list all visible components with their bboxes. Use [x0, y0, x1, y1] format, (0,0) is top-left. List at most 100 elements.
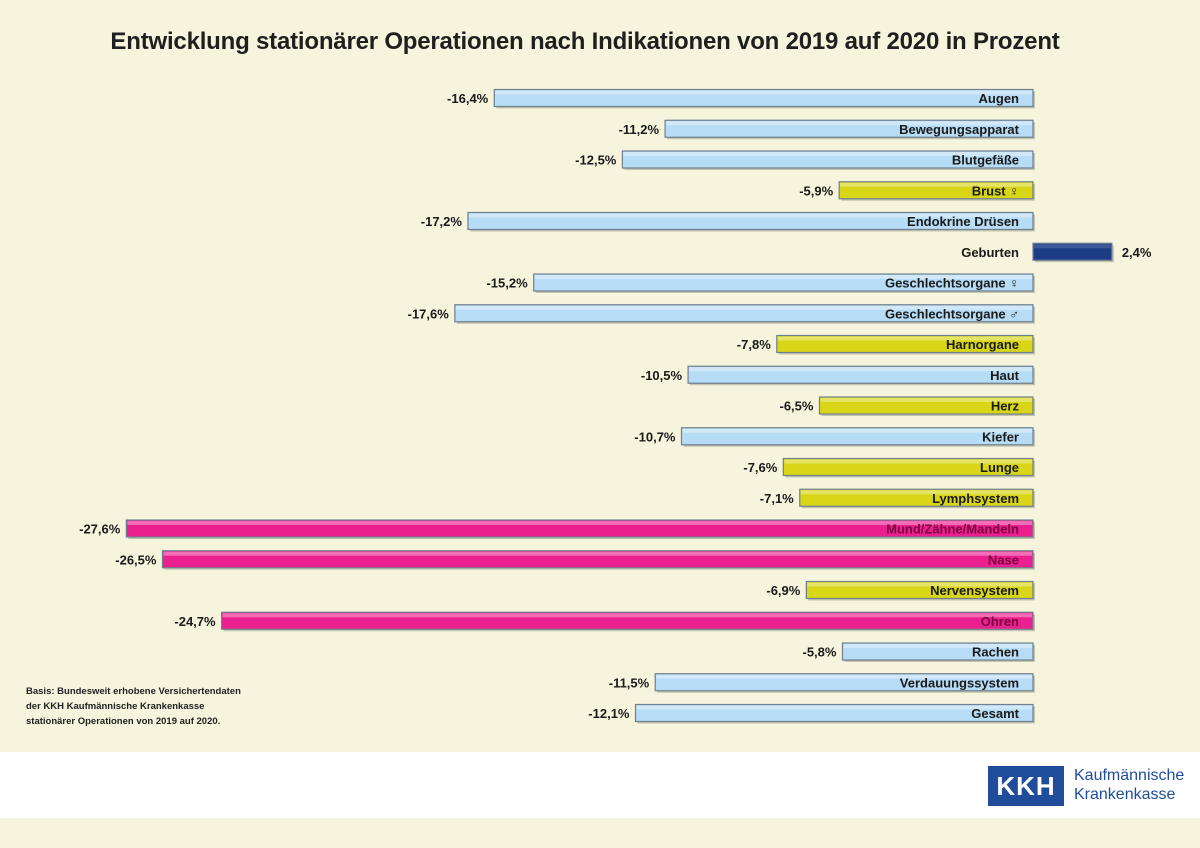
- value-label: -7,6%: [743, 460, 777, 475]
- category-label: Geschlechtsorgane ♀: [885, 276, 1019, 291]
- category-label: Kiefer: [982, 429, 1019, 444]
- bar: [818, 396, 1034, 415]
- bar: [687, 365, 1034, 384]
- bar: [664, 119, 1034, 138]
- basis-note: Basis: Bundesweit erhobene Versichertend…: [26, 684, 306, 729]
- kkh-logo-text: Kaufmännische Krankenkasse: [1074, 766, 1184, 804]
- bar-highlight: [656, 674, 1032, 679]
- bar-group: Haut -10,5%: [641, 365, 1035, 386]
- bar-group: Herz -6,5%: [780, 396, 1035, 416]
- category-label: Blutgefäße: [952, 153, 1019, 168]
- bar-highlight: [820, 398, 1032, 402]
- bar-highlight: [682, 428, 1032, 433]
- basis-note-line2: der KKH Kaufmännische Krankenkasse: [26, 701, 205, 712]
- bar-group: Brust ♀ -5,9%: [799, 181, 1035, 201]
- bar-group: Nase -26,5%: [115, 550, 1036, 570]
- logo-line2: Krankenkasse: [1074, 786, 1176, 803]
- bar-highlight: [163, 551, 1033, 556]
- bar: [1032, 242, 1113, 261]
- bar-group: Rachen -5,8%: [803, 642, 1035, 662]
- bar-group: Mund/Zähne/Mandeln -27,6%: [79, 519, 1036, 539]
- bar-group: Geschlechtsorgane ♂ -17,6%: [408, 304, 1036, 324]
- bar-highlight: [689, 367, 1032, 372]
- bar: [125, 519, 1034, 538]
- category-label: Geschlechtsorgane ♂: [885, 306, 1019, 321]
- value-label: -15,2%: [486, 276, 528, 291]
- bar-group: Bewegungsapparat -11,2%: [619, 119, 1035, 140]
- bar-highlight: [777, 336, 1032, 341]
- bar-group: Augen -16,4%: [447, 88, 1035, 109]
- value-label: -16,4%: [447, 91, 489, 106]
- bar: [634, 703, 1034, 723]
- bottom-strip: [0, 818, 1200, 848]
- value-label: -26,5%: [115, 552, 157, 567]
- bar: [841, 642, 1034, 661]
- category-label: Herz: [991, 399, 1020, 414]
- value-label: -17,6%: [408, 306, 450, 321]
- category-label: Harnorgane: [946, 337, 1019, 352]
- value-label: -11,2%: [619, 122, 660, 137]
- bar-highlight: [784, 459, 1032, 464]
- category-label: Endokrine Drüsen: [907, 214, 1019, 229]
- value-label: -7,8%: [737, 337, 771, 352]
- bar: [680, 427, 1034, 446]
- bar-group: Gesamt -12,1%: [588, 703, 1035, 724]
- category-label: Gesamt: [971, 706, 1019, 721]
- bar-highlight: [800, 490, 1032, 495]
- value-label: -7,1%: [760, 491, 794, 506]
- bar-group: Blutgefäße -12,5%: [575, 150, 1035, 170]
- chart-title: Entwicklung stationärer Operationen nach…: [110, 28, 1060, 55]
- value-label: -5,9%: [799, 183, 833, 198]
- bar-group: Endokrine Drüsen -17,2%: [421, 211, 1036, 232]
- bar-highlight: [666, 121, 1032, 126]
- bar-chart: Augen -16,4% Bewegungsapparat -11,2% Blutgef…: [79, 88, 1152, 724]
- value-label: -12,5%: [575, 153, 617, 168]
- bar-group: Geburten 2,4%: [961, 242, 1152, 263]
- value-label: -10,7%: [634, 429, 676, 444]
- value-label: -5,8%: [803, 645, 837, 660]
- value-label: -12,1%: [588, 706, 630, 721]
- bar-highlight: [455, 305, 1033, 310]
- bar: [533, 273, 1034, 292]
- category-label: Lunge: [980, 460, 1019, 475]
- value-label: -11,5%: [609, 675, 650, 690]
- category-label: Geburten: [961, 245, 1019, 260]
- bar-group: Ohren -24,7%: [174, 611, 1036, 632]
- bar: [782, 457, 1034, 477]
- bar: [454, 304, 1034, 323]
- bar-highlight: [840, 182, 1032, 187]
- bar-highlight: [1034, 244, 1111, 249]
- bar-highlight: [534, 275, 1032, 279]
- bar-highlight: [807, 582, 1032, 587]
- bar-highlight: [127, 521, 1033, 525]
- category-label: Augen: [979, 91, 1020, 106]
- kkh-logo-mark: KKH: [988, 766, 1064, 806]
- bar-group: Verdauungssystem -11,5%: [609, 673, 1035, 693]
- bar: [799, 488, 1034, 507]
- bar: [221, 611, 1034, 630]
- category-label: Haut: [990, 368, 1020, 383]
- bar: [467, 211, 1034, 231]
- bar-highlight: [222, 613, 1033, 618]
- category-label: Brust ♀: [972, 183, 1019, 198]
- basis-note-line3: stationärer Operationen von 2019 auf 202…: [26, 716, 221, 727]
- bar-group: Harnorgane -7,8%: [737, 334, 1035, 355]
- value-label: -24,7%: [174, 614, 216, 629]
- bar: [654, 673, 1034, 692]
- bar: [838, 181, 1034, 200]
- category-label: Ohren: [981, 614, 1019, 629]
- bar: [805, 580, 1034, 600]
- bar: [493, 88, 1034, 108]
- value-label: -6,9%: [766, 583, 800, 598]
- category-label: Bewegungsapparat: [899, 122, 1020, 137]
- bar: [161, 550, 1034, 569]
- bar-group: Kiefer -10,7%: [634, 427, 1035, 447]
- bar-highlight: [495, 90, 1032, 95]
- basis-note-line1: Basis: Bundesweit erhobene Versichertend…: [26, 686, 241, 697]
- value-label: -10,5%: [641, 368, 683, 383]
- value-label: 2,4%: [1122, 245, 1152, 260]
- bar: [621, 150, 1034, 169]
- bar: [776, 334, 1034, 354]
- category-label: Verdauungssystem: [900, 675, 1019, 690]
- category-label: Mund/Zähne/Mandeln: [886, 522, 1019, 537]
